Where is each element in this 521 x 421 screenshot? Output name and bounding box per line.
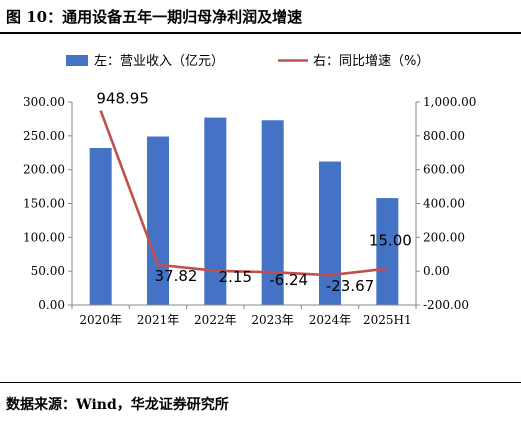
right-tick-label: 0.00 [423,264,450,278]
x-tick-label: 2021年 [137,313,180,327]
legend: 左：营业收入（亿元） 右：同比增速（%） [66,54,429,69]
figure-title: 图 10：通用设备五年一期归母净利润及增速 [6,8,303,26]
bar [204,117,227,306]
data-labels: 948.95 37.82 2.15 -6.24 -23.67 15.00 [96,90,411,296]
x-tick-label: 2025H1 [363,313,412,327]
legend-bar-swatch [66,55,88,66]
title-rule [0,32,521,34]
bar-series [89,117,399,306]
right-tick-label: 800.00 [423,129,465,143]
legend-line-label: 右：同比增速（%） [313,54,429,69]
line-series [99,110,388,277]
data-label: 948.95 [96,90,149,108]
bar [376,198,399,305]
right-tick-label: 600.00 [423,163,465,177]
bar [319,161,341,305]
source-rule [0,382,521,383]
chart: 0.0050.00100.00150.00200.00250.00300.00 … [23,54,476,327]
data-label: -6.24 [269,271,308,289]
right-tick-label: 400.00 [423,197,465,211]
right-tick-label: 1,000.00 [423,95,476,109]
data-label: 15.00 [369,232,412,250]
x-tick-label: 2024年 [309,313,352,327]
x-tick-label: 2020年 [79,313,122,327]
growth-line [99,110,388,277]
x-tick-label: 2023年 [251,313,294,327]
left-tick-label: 100.00 [23,230,65,244]
right-tick-label: -200.00 [423,298,469,312]
left-tick-label: 50.00 [31,264,65,278]
right-axis: -200.00 0.00 200.00 400.00 600.00 800.00 1,000… [415,95,476,312]
bar [89,148,112,305]
x-axis: 2020年 2021年 2022年 2023年 2024年 2025H1 [71,304,417,327]
bar [261,120,284,306]
left-tick-label: 150.00 [23,197,65,211]
left-tick-label: 250.00 [23,129,65,143]
source-note: 数据来源：Wind，华龙证券研究所 [6,397,229,413]
left-tick-label: 0.00 [38,298,65,312]
x-tick-label: 2022年 [194,313,237,327]
left-tick-label: 200.00 [23,163,65,177]
bar [147,136,169,305]
data-label: -23.67 [326,277,374,295]
left-axis: 0.00 50.00 100.00 150.00 200.00 250.00 300.00 [23,95,73,312]
right-tick-label: 200.00 [423,230,465,244]
legend-bar-label: 左：营业收入（亿元） [94,54,224,69]
left-tick-label: 300.00 [23,95,65,109]
data-label: 37.82 [155,267,198,285]
data-label: 2.15 [219,268,252,286]
